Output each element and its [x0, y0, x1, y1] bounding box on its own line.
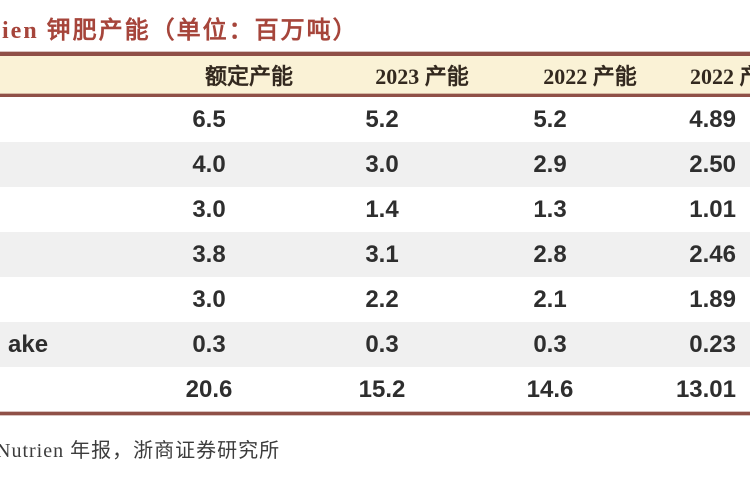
cell-value: 14.6: [526, 375, 574, 403]
header-cell-2022-output: 2022 产: [690, 64, 750, 89]
cell-value: 2.8: [533, 240, 567, 268]
cell-value: 2.9: [533, 150, 567, 178]
cell-value: 4.89: [689, 105, 736, 133]
cell-value: 2.50: [689, 150, 736, 178]
row-label: ake: [8, 330, 49, 358]
cell-value: 3.1: [365, 240, 399, 268]
table-header-row: 额定产能 2023 产能 2022 产能 2022 产: [0, 56, 750, 94]
table-row: 6.5 5.2 5.2 4.89: [0, 97, 750, 142]
cell-value: 0.3: [192, 330, 226, 358]
cell-value: 3.0: [365, 150, 399, 178]
header-cell-rated-capacity: 额定产能: [204, 64, 293, 89]
cell-value: 4.0: [192, 150, 226, 178]
header-bottom-border: [0, 94, 750, 97]
cell-value: 1.4: [365, 195, 399, 223]
page-title: ien 钾肥产能（单位：百万吨）: [2, 18, 359, 44]
table-row-total: 20.6 15.2 14.6 13.01: [0, 367, 750, 412]
table-bottom-border: [0, 412, 750, 415]
cell-value: 2.1: [533, 285, 567, 313]
capacity-table: 额定产能 2023 产能 2022 产能 2022 产 6.5 5.2 5.2 …: [0, 52, 750, 415]
table-row: 3.0 2.2 2.1 1.89: [0, 277, 750, 322]
cell-value: 5.2: [533, 105, 567, 133]
table-row: ake 0.3 0.3 0.3 0.23: [0, 322, 750, 367]
header-cell-2022-capacity: 2022 产能: [543, 64, 637, 89]
cell-value: 1.3: [533, 195, 567, 223]
cell-value: 0.3: [533, 330, 567, 358]
table-row: 3.0 1.4 1.3 1.01: [0, 187, 750, 232]
table-row: 3.8 3.1 2.8 2.46: [0, 232, 750, 277]
cell-value: 1.01: [689, 195, 736, 223]
table-top-border: [0, 52, 750, 56]
cell-value: 0.23: [689, 330, 736, 358]
cell-value: 13.01: [675, 375, 736, 403]
cell-value: 15.2: [358, 375, 406, 403]
cell-value: 5.2: [365, 105, 399, 133]
cell-value: 2.46: [689, 240, 736, 268]
table-row: 4.0 3.0 2.9 2.50: [0, 142, 750, 187]
source-note: Nutrien 年报，浙商证券研究所: [0, 440, 281, 462]
cell-value: 20.6: [185, 375, 233, 403]
cell-value: 6.5: [192, 105, 226, 133]
cell-value: 3.0: [192, 285, 226, 313]
cell-value: 0.3: [365, 330, 399, 358]
cell-value: 3.0: [192, 195, 226, 223]
cell-value: 1.89: [689, 285, 736, 313]
cell-value: 3.8: [192, 240, 226, 268]
cell-value: 2.2: [365, 285, 399, 313]
header-cell-2023-capacity: 2023 产能: [375, 64, 469, 89]
